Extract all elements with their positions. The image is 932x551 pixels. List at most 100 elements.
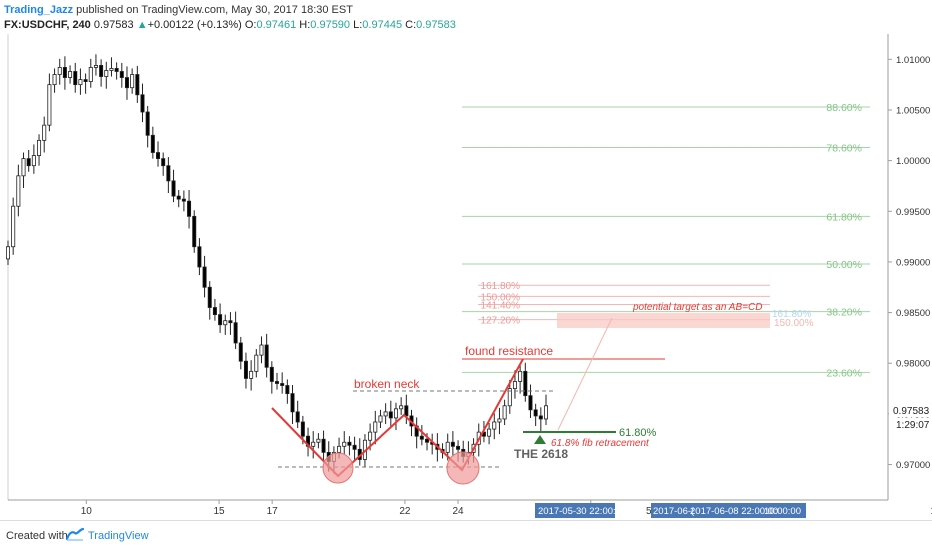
candle-body[interactable]: [109, 68, 114, 71]
candle-body[interactable]: [52, 74, 57, 86]
candle-body[interactable]: [378, 415, 383, 423]
candlestick-series[interactable]: [6, 54, 549, 474]
candle-body[interactable]: [78, 79, 83, 86]
candle-body[interactable]: [254, 354, 259, 372]
candle-body[interactable]: [233, 322, 238, 344]
bottom-circle-left[interactable]: [322, 452, 354, 484]
candle-body[interactable]: [285, 385, 290, 395]
candle-body[interactable]: [197, 246, 202, 268]
candle-body[interactable]: [161, 158, 166, 167]
candle-body[interactable]: [269, 366, 274, 382]
candle-body[interactable]: [171, 180, 176, 197]
candle-body[interactable]: [104, 70, 109, 77]
candle-body[interactable]: [373, 421, 378, 433]
candle-body[interactable]: [243, 360, 248, 379]
candle-body[interactable]: [300, 421, 305, 437]
candle-body[interactable]: [207, 286, 212, 308]
candle-body[interactable]: [16, 175, 21, 207]
projection-line[interactable]: [557, 317, 613, 431]
candle-body[interactable]: [223, 320, 228, 326]
candle-body[interactable]: [502, 405, 507, 420]
candle-body[interactable]: [228, 320, 233, 324]
candle-body[interactable]: [130, 74, 135, 89]
tradingview-link[interactable]: TradingView: [88, 530, 149, 542]
candle-body[interactable]: [445, 441, 450, 453]
candle-body[interactable]: [368, 431, 373, 441]
candle-body[interactable]: [544, 405, 549, 420]
price-chart[interactable]: 88.60% 78.60% 61.80% 50.00% 38.20% 23.60% 161…: [0, 0, 932, 520]
candle-body[interactable]: [238, 342, 243, 362]
candle-body[interactable]: [212, 307, 217, 316]
author-link[interactable]: Trading_Jazz: [4, 4, 74, 16]
candle-body[interactable]: [383, 411, 388, 417]
candle-body[interactable]: [192, 215, 197, 248]
candle-body[interactable]: [135, 74, 140, 96]
candle-body[interactable]: [259, 344, 264, 356]
target-zone[interactable]: [557, 313, 770, 328]
candle-body[interactable]: [347, 441, 352, 446]
candle-body[interactable]: [264, 344, 269, 368]
candle-body[interactable]: [404, 405, 409, 417]
plot-area[interactable]: [8, 34, 888, 500]
candle-body[interactable]: [393, 408, 398, 419]
candle-body[interactable]: [62, 67, 67, 78]
candle-body[interactable]: [124, 77, 129, 89]
candle-body[interactable]: [187, 200, 192, 217]
candle-body[interactable]: [337, 445, 342, 453]
candle-body[interactable]: [150, 134, 155, 153]
candle-body[interactable]: [26, 158, 31, 167]
candle-body[interactable]: [528, 395, 533, 411]
candle-body[interactable]: [512, 381, 517, 389]
candle-body[interactable]: [73, 71, 78, 86]
candle-body[interactable]: [218, 314, 223, 326]
candle-body[interactable]: [156, 152, 161, 160]
candle-body[interactable]: [21, 158, 26, 177]
candle-body[interactable]: [316, 438, 321, 443]
candle-body[interactable]: [274, 381, 279, 384]
candle-body[interactable]: [6, 246, 11, 260]
candle-body[interactable]: [37, 139, 42, 156]
candle-body[interactable]: [145, 111, 150, 136]
candle-body[interactable]: [450, 441, 455, 447]
candle-body[interactable]: [280, 383, 285, 386]
candle-body[interactable]: [497, 418, 502, 423]
candle-body[interactable]: [487, 428, 492, 437]
candle-body[interactable]: [99, 65, 104, 77]
candle-body[interactable]: [181, 198, 186, 202]
candle-body[interactable]: [295, 411, 300, 423]
candle-body[interactable]: [523, 370, 528, 397]
candle-body[interactable]: [176, 195, 181, 200]
candle-body[interactable]: [114, 68, 119, 72]
candle-body[interactable]: [456, 445, 461, 450]
candle-body[interactable]: [83, 79, 88, 83]
candle-body[interactable]: [518, 370, 523, 382]
candle-body[interactable]: [425, 438, 430, 443]
candle-body[interactable]: [492, 421, 497, 430]
candle-body[interactable]: [419, 435, 424, 440]
candle-body[interactable]: [321, 438, 326, 453]
candle-body[interactable]: [538, 415, 543, 420]
candle-body[interactable]: [68, 71, 73, 78]
symbol-label[interactable]: FX:USDCHF, 240: [4, 19, 91, 31]
candle-body[interactable]: [342, 441, 347, 447]
tradingview-logo-icon[interactable]: [66, 527, 84, 541]
candle-body[interactable]: [93, 65, 98, 68]
candle-body[interactable]: [140, 94, 145, 113]
candle-body[interactable]: [47, 84, 52, 126]
candle-body[interactable]: [533, 409, 538, 417]
candle-body[interactable]: [88, 67, 93, 83]
candle-body[interactable]: [249, 370, 254, 379]
candle-body[interactable]: [290, 393, 295, 413]
candle-body[interactable]: [31, 155, 36, 167]
candle-body[interactable]: [507, 388, 512, 407]
candle-body[interactable]: [57, 67, 62, 75]
candle-body[interactable]: [119, 71, 124, 78]
candle-body[interactable]: [11, 205, 16, 248]
bottom-circle-right[interactable]: [446, 451, 480, 485]
candle-body[interactable]: [166, 165, 171, 182]
double-bottom-pattern[interactable]: [271, 358, 524, 478]
candle-body[interactable]: [399, 405, 404, 410]
candle-body[interactable]: [388, 411, 393, 419]
candle-body[interactable]: [352, 444, 357, 450]
candle-body[interactable]: [311, 441, 316, 447]
